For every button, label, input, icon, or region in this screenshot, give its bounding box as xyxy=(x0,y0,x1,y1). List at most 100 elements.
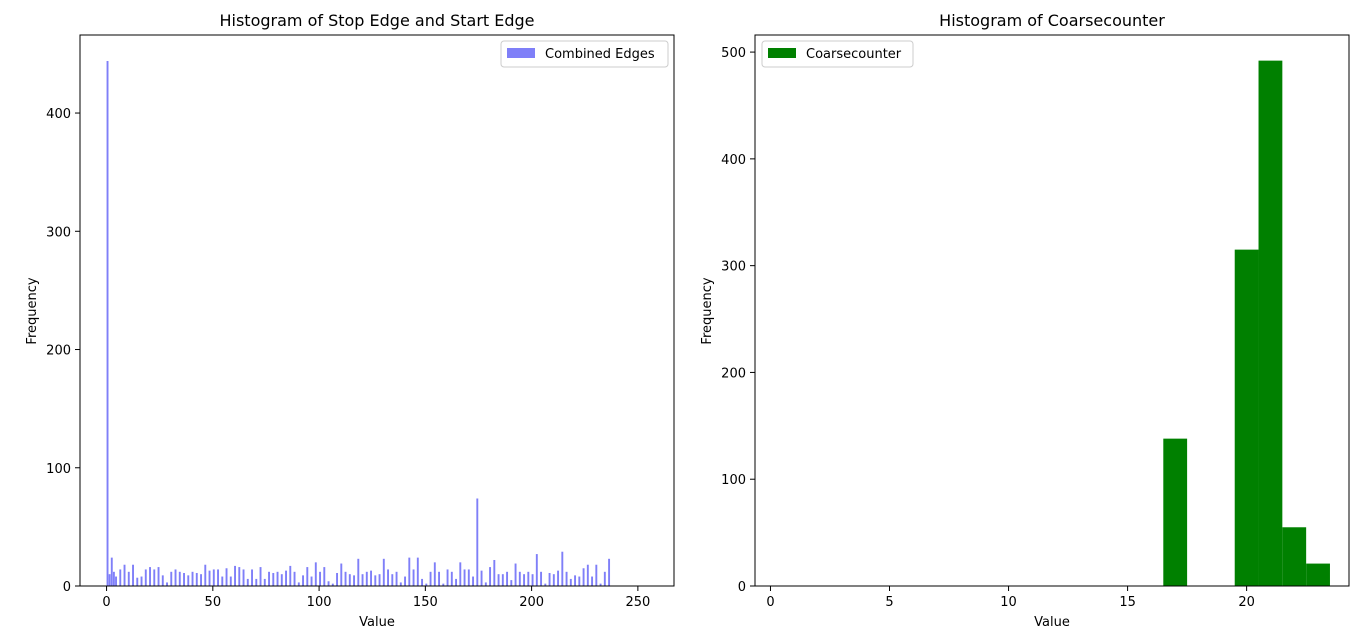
x-axis-label: Value xyxy=(359,615,395,630)
bar xyxy=(455,578,458,586)
bar xyxy=(187,575,190,586)
bar xyxy=(336,572,338,586)
bar xyxy=(327,581,330,586)
legend: Coarsecounter xyxy=(761,40,914,68)
bar xyxy=(497,574,500,586)
bar xyxy=(438,571,441,586)
y-axis-label: Frequency xyxy=(25,277,40,344)
bar xyxy=(540,571,543,586)
bar xyxy=(446,569,449,586)
bar xyxy=(246,578,249,586)
bar xyxy=(276,571,279,586)
bar xyxy=(544,583,547,586)
bar xyxy=(565,571,568,586)
y-tick-label: 500 xyxy=(721,46,746,61)
y-axis-label: Frequency xyxy=(700,277,715,344)
bar xyxy=(463,569,466,586)
chart-title: Histogram of Stop Edge and Start Edge xyxy=(219,11,534,30)
bar xyxy=(1282,527,1307,586)
bar xyxy=(285,570,287,586)
x-tick-label: 200 xyxy=(519,595,544,610)
bar xyxy=(259,567,262,586)
bar xyxy=(472,576,475,586)
bar xyxy=(608,558,611,586)
bar xyxy=(442,583,445,586)
bar xyxy=(552,574,555,586)
legend-box xyxy=(761,40,914,68)
x-tick-label: 0 xyxy=(766,595,774,610)
bar xyxy=(510,580,513,586)
y-tick-label: 300 xyxy=(721,260,746,275)
bar xyxy=(115,576,117,586)
bar xyxy=(293,571,296,586)
bar xyxy=(582,568,585,586)
bar xyxy=(157,567,160,586)
x-tick-label: 0 xyxy=(102,595,110,610)
chart-title: Histogram of Coarsecounter xyxy=(939,11,1165,30)
bar xyxy=(144,569,147,586)
bar xyxy=(514,563,517,586)
bar xyxy=(280,574,283,586)
bar xyxy=(200,574,202,586)
bar xyxy=(149,567,151,586)
bar xyxy=(208,570,211,586)
bar xyxy=(531,574,534,586)
x-tick-label: 10 xyxy=(1000,595,1017,610)
bar xyxy=(501,574,504,586)
bar xyxy=(399,582,402,586)
bar xyxy=(225,568,228,586)
x-tick-label: 150 xyxy=(413,595,438,610)
bar xyxy=(108,574,111,586)
bar xyxy=(365,571,368,586)
bar xyxy=(548,572,551,586)
bar xyxy=(353,575,355,586)
bar xyxy=(370,570,372,586)
bar xyxy=(1234,249,1259,586)
bar xyxy=(161,575,164,586)
bar xyxy=(204,564,207,586)
bar xyxy=(395,571,398,586)
bar xyxy=(433,562,436,586)
bar xyxy=(569,578,572,586)
bar xyxy=(603,571,606,586)
bars xyxy=(1163,60,1330,586)
bar xyxy=(506,571,509,586)
bar xyxy=(178,571,181,586)
y-tick-label: 100 xyxy=(721,473,746,488)
bar xyxy=(136,577,139,586)
bar xyxy=(535,554,538,586)
bar xyxy=(391,574,394,586)
bar xyxy=(408,557,411,586)
bar xyxy=(110,557,113,586)
bar xyxy=(404,576,407,586)
y-tick-label: 300 xyxy=(46,225,71,240)
bar xyxy=(170,571,173,586)
y-tick-label: 0 xyxy=(738,580,746,595)
bar xyxy=(229,576,232,586)
x-tick-label: 20 xyxy=(1238,595,1255,610)
bar xyxy=(166,582,168,586)
bar xyxy=(242,569,245,586)
bar xyxy=(599,583,602,586)
y-tick-label: 0 xyxy=(63,580,71,595)
bar xyxy=(557,570,560,586)
bar xyxy=(361,574,364,586)
bar xyxy=(174,569,177,586)
bar xyxy=(357,558,360,586)
bar xyxy=(217,569,219,586)
bar xyxy=(527,571,530,586)
bar xyxy=(382,558,385,586)
y-tick-label: 100 xyxy=(46,462,71,477)
bar xyxy=(425,583,428,586)
bar xyxy=(412,569,415,586)
x-tick-label: 100 xyxy=(307,595,332,610)
bar xyxy=(127,571,130,586)
bar xyxy=(518,571,521,586)
bar xyxy=(578,576,581,586)
bar xyxy=(1258,60,1283,586)
bar xyxy=(344,571,347,586)
bar xyxy=(272,572,275,586)
bar xyxy=(119,569,122,586)
bar xyxy=(378,574,381,586)
